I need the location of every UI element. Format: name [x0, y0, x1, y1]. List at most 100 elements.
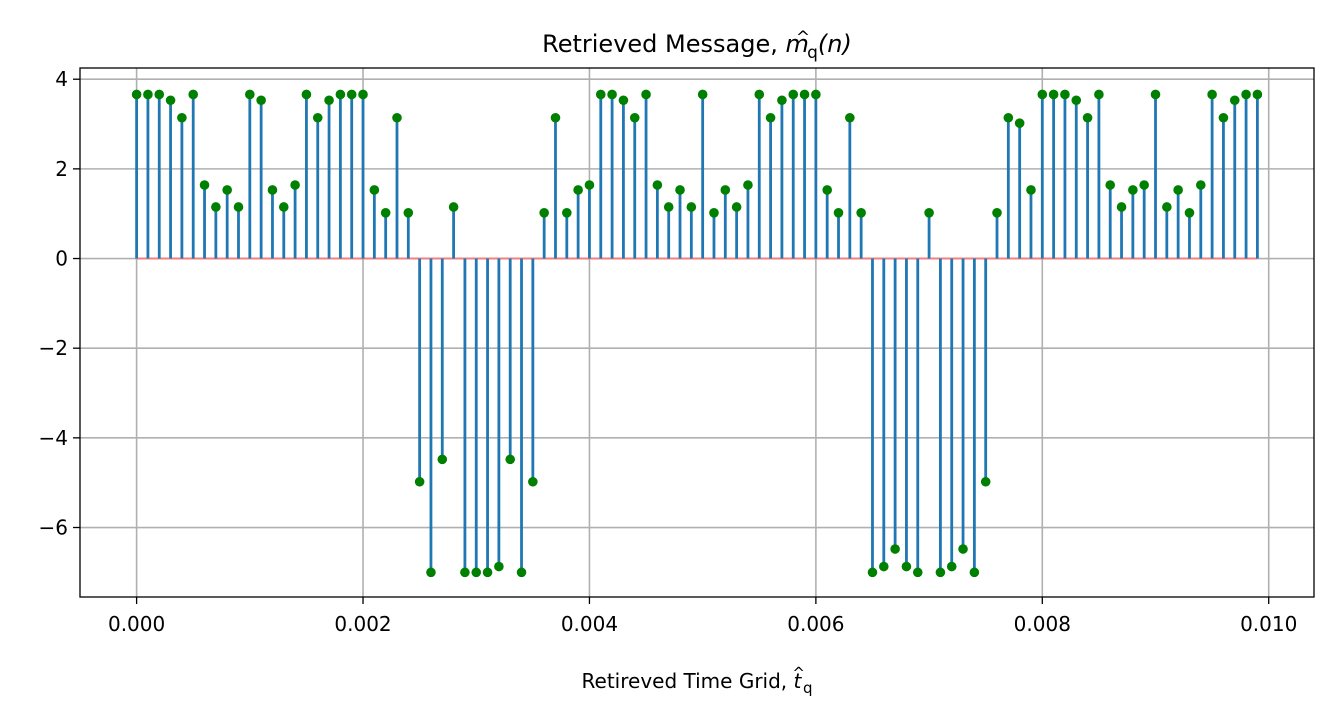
- stem-marker: [1128, 185, 1138, 195]
- stem-marker: [629, 112, 640, 123]
- stem-markers: [131, 89, 1263, 578]
- stem-marker: [245, 89, 255, 100]
- stem-marker: [471, 567, 482, 578]
- stem-marker: [324, 95, 334, 106]
- stem-marker: [448, 202, 459, 212]
- x-axis-label: Retireved Time Grid, t^ q: [582, 664, 813, 697]
- stem-marker: [505, 454, 516, 465]
- title-math-sub: q: [807, 43, 818, 63]
- stem-marker: [550, 112, 561, 123]
- stem-marker: [154, 89, 165, 100]
- stem-marker: [1218, 112, 1229, 123]
- y-tick-label: −4: [39, 426, 68, 450]
- stem-lines: [135, 94, 1259, 573]
- stem-marker: [1139, 180, 1149, 190]
- stem-marker: [1184, 208, 1195, 218]
- stem-marker: [267, 185, 278, 195]
- stem-marker: [867, 567, 878, 578]
- stem-marker: [1105, 180, 1116, 190]
- stem-marker: [584, 180, 595, 190]
- y-tick-label: 2: [55, 157, 68, 181]
- stem-marker: [539, 208, 549, 218]
- stem-marker: [392, 112, 402, 123]
- x-tick-label: 0.006: [787, 612, 844, 636]
- stem-marker: [811, 89, 821, 100]
- stem-marker: [233, 202, 244, 212]
- stem-marker: [1026, 185, 1036, 195]
- stem-marker: [607, 89, 617, 100]
- stem-marker: [211, 202, 221, 212]
- stem-marker: [199, 180, 210, 190]
- stem-marker: [1060, 89, 1070, 100]
- stem-marker: [1116, 202, 1127, 212]
- stem-marker: [1003, 112, 1014, 123]
- stem-marker: [686, 202, 697, 212]
- stem-marker: [969, 567, 980, 578]
- stem-marker: [222, 185, 232, 195]
- stem-marker: [1048, 89, 1059, 100]
- stem-marker: [562, 208, 572, 218]
- stem-marker: [1207, 89, 1217, 100]
- stem-marker: [765, 112, 776, 123]
- stem-marker: [1037, 89, 1048, 100]
- stem-marker: [573, 185, 583, 195]
- stem-marker: [256, 95, 266, 106]
- stem-marker: [924, 208, 934, 218]
- stem-marker: [641, 89, 651, 100]
- stem-marker: [278, 202, 289, 212]
- stem-marker: [369, 185, 380, 195]
- stem-marker: [980, 476, 991, 487]
- stem-marker: [1082, 112, 1093, 123]
- stem-marker: [946, 561, 957, 572]
- stem-marker: [143, 89, 153, 100]
- stem-marker: [709, 208, 719, 218]
- stem-marker: [460, 567, 470, 578]
- stem-marker: [675, 185, 685, 195]
- stem-marker: [935, 567, 946, 578]
- stem-marker: [878, 561, 889, 572]
- y-tick-label: 4: [55, 67, 68, 91]
- xlabel-math-sub: q: [803, 679, 813, 697]
- x-tick-label: 0.004: [561, 612, 618, 636]
- stem-marker: [380, 208, 391, 218]
- stem-marker: [301, 89, 312, 100]
- stem-marker: [516, 567, 527, 578]
- stem-marker: [731, 202, 742, 212]
- stem-marker: [901, 561, 912, 572]
- stem-marker: [1252, 89, 1263, 100]
- axis-ticks: 0.000 0.002 0.004 0.006 0.008 0.010 −6 −4 −2 0 2 4: [39, 67, 1298, 636]
- title-math-arg: (n): [818, 30, 852, 58]
- stem-marker: [1071, 95, 1082, 106]
- x-tick-label: 0.008: [1014, 612, 1071, 636]
- stem-marker: [312, 112, 323, 123]
- stem-marker: [697, 89, 708, 100]
- y-tick-label: −6: [39, 516, 68, 540]
- stem-marker: [290, 180, 300, 190]
- stem-marker: [912, 567, 923, 578]
- x-tick-label: 0.002: [334, 612, 391, 636]
- stem-marker: [335, 89, 346, 100]
- stem-marker: [1094, 89, 1104, 100]
- stem-marker: [1195, 180, 1206, 190]
- xlabel-math-hat: ^: [792, 664, 805, 682]
- stem-marker: [743, 180, 753, 190]
- stem-marker: [992, 208, 1002, 218]
- stem-marker: [1241, 89, 1251, 100]
- stem-marker: [358, 89, 368, 100]
- stem-marker: [426, 567, 436, 578]
- stem-marker: [833, 208, 844, 218]
- xlabel-math-base: t: [794, 669, 803, 693]
- stem-marker: [856, 208, 866, 218]
- title-math-base: m: [785, 30, 808, 58]
- stem-marker: [1150, 89, 1161, 100]
- stem-marker: [414, 476, 425, 487]
- stem-marker: [165, 95, 176, 106]
- stem-marker: [618, 95, 629, 106]
- stem-marker: [663, 202, 674, 212]
- stem-marker: [528, 476, 538, 487]
- stem-marker: [777, 95, 787, 106]
- stem-marker: [799, 89, 810, 100]
- x-tick-label: 0.010: [1240, 612, 1297, 636]
